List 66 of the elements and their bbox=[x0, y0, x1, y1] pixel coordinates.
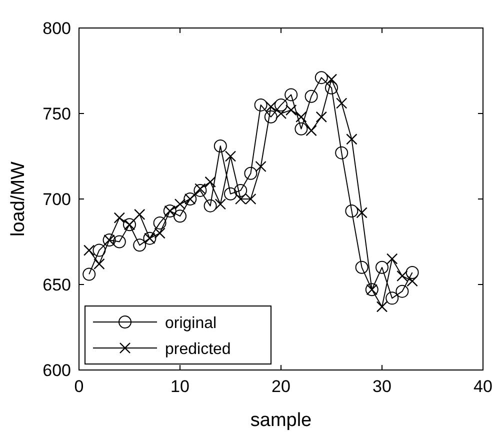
point bbox=[406, 266, 419, 280]
point bbox=[194, 184, 207, 197]
point bbox=[345, 204, 358, 218]
point bbox=[174, 198, 186, 210]
point bbox=[134, 208, 146, 220]
x-axis-title: sample bbox=[250, 410, 312, 431]
x-tick-label: 0 bbox=[74, 377, 84, 396]
point bbox=[335, 146, 348, 160]
point bbox=[174, 210, 186, 223]
point bbox=[294, 122, 308, 136]
x-tick-label: 30 bbox=[372, 377, 392, 396]
point bbox=[316, 111, 327, 123]
point bbox=[84, 244, 95, 256]
x-tick-label: 20 bbox=[272, 377, 290, 396]
point bbox=[112, 235, 126, 248]
point bbox=[94, 258, 105, 270]
point bbox=[224, 187, 237, 200]
point bbox=[133, 238, 146, 252]
point bbox=[82, 268, 96, 281]
point bbox=[254, 98, 268, 112]
point bbox=[386, 292, 399, 305]
point bbox=[356, 207, 368, 218]
point bbox=[376, 301, 388, 312]
point bbox=[204, 176, 216, 188]
y-tick-label: 700 bbox=[42, 190, 71, 209]
legend-label: predicted bbox=[165, 341, 231, 358]
point bbox=[396, 270, 408, 282]
point bbox=[244, 166, 258, 180]
point bbox=[274, 98, 288, 112]
point bbox=[275, 108, 287, 120]
point bbox=[214, 139, 227, 152]
x-tick-label: 10 bbox=[170, 377, 190, 396]
point bbox=[304, 90, 318, 103]
point bbox=[386, 253, 398, 264]
point bbox=[326, 74, 338, 85]
point bbox=[314, 71, 328, 84]
point bbox=[406, 275, 418, 287]
point bbox=[92, 244, 106, 257]
y-tick-label: 600 bbox=[42, 361, 71, 380]
y-tick-label: 650 bbox=[42, 276, 71, 294]
point bbox=[234, 184, 248, 197]
point bbox=[286, 104, 297, 116]
y-axis-title: load/MW bbox=[8, 161, 29, 236]
point bbox=[204, 199, 217, 212]
y-tick-label: 750 bbox=[42, 104, 71, 124]
point bbox=[255, 160, 266, 172]
point bbox=[153, 216, 166, 230]
point bbox=[376, 260, 388, 274]
legend-label: original bbox=[165, 315, 217, 332]
point bbox=[194, 183, 206, 194]
point bbox=[114, 212, 125, 224]
point bbox=[306, 125, 317, 136]
point bbox=[336, 98, 348, 109]
point bbox=[264, 110, 278, 124]
point bbox=[325, 81, 338, 94]
point bbox=[355, 260, 368, 274]
y-tick-label: 800 bbox=[42, 19, 71, 38]
point bbox=[296, 111, 307, 123]
point bbox=[214, 198, 226, 210]
point bbox=[396, 284, 409, 298]
x-tick-label: 40 bbox=[474, 377, 492, 396]
point bbox=[284, 88, 298, 102]
point bbox=[346, 134, 358, 145]
point bbox=[154, 228, 166, 239]
point bbox=[265, 101, 276, 112]
point bbox=[224, 150, 236, 162]
